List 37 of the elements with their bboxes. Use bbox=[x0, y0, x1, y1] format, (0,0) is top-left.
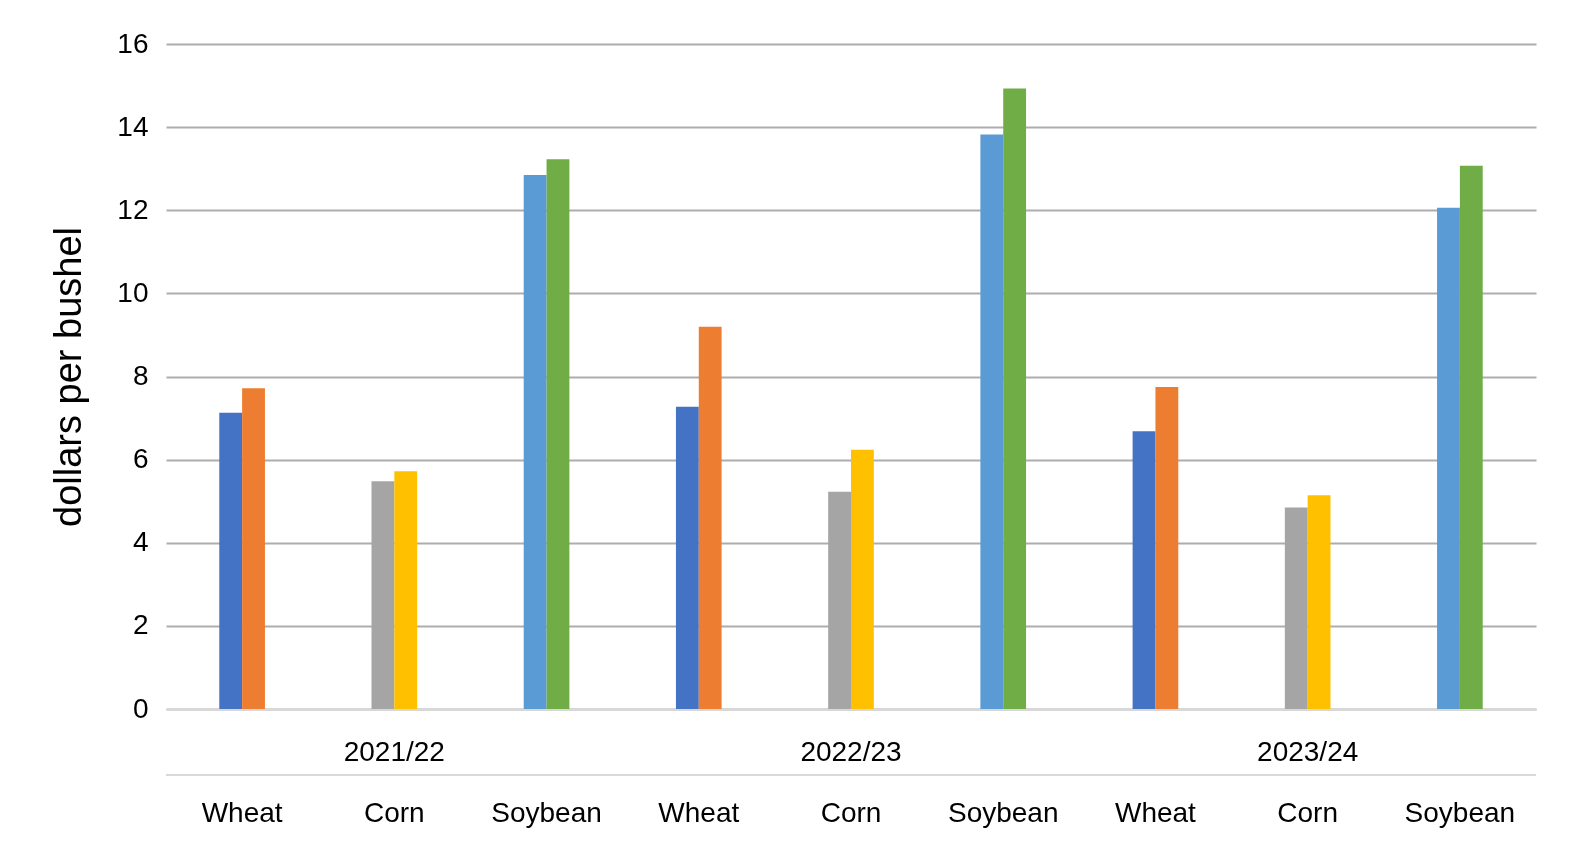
x-tick-label: Corn bbox=[363, 796, 425, 828]
y-tick-label: 8 bbox=[132, 360, 149, 391]
text: 2022/23 bbox=[800, 736, 902, 767]
bar bbox=[980, 134, 1004, 709]
bar bbox=[1459, 165, 1483, 709]
bar bbox=[1132, 431, 1156, 709]
text: 2021/22 bbox=[343, 736, 445, 767]
bar bbox=[698, 326, 722, 709]
y-axis-title: dollars per bushel bbox=[47, 227, 90, 527]
x-tick-label: Soybean bbox=[1404, 796, 1516, 828]
bar bbox=[1437, 207, 1460, 709]
y-tick-label: 10 bbox=[117, 276, 149, 308]
bar bbox=[1307, 495, 1331, 709]
x-tick-label: Wheat bbox=[201, 796, 283, 828]
y-tick-label: 4 bbox=[132, 526, 149, 558]
y-tick-label: 0 bbox=[132, 692, 149, 724]
bar bbox=[394, 471, 418, 709]
x-tick-label: Soybean bbox=[947, 796, 1059, 828]
x-tick-label: Corn bbox=[1277, 796, 1339, 828]
y-tick-label: 14 bbox=[117, 110, 149, 142]
bar bbox=[242, 388, 265, 709]
bar bbox=[675, 406, 699, 709]
bar bbox=[546, 159, 570, 709]
bar bbox=[1155, 386, 1179, 709]
x-tick-label: Wheat bbox=[658, 796, 740, 828]
y-tick-label: 2 bbox=[132, 609, 149, 641]
bar bbox=[1003, 88, 1027, 709]
x-tick-label: Soybean bbox=[491, 796, 602, 828]
y-tick-label: 12 bbox=[117, 193, 149, 225]
bar bbox=[523, 174, 547, 709]
bar bbox=[219, 412, 243, 709]
x-tick-label: Wheat bbox=[1114, 796, 1197, 828]
y-tick-label: 16 bbox=[117, 27, 149, 59]
y-tick-label: 6 bbox=[132, 443, 149, 475]
x-tick-label: Corn bbox=[820, 796, 882, 828]
bar bbox=[851, 449, 874, 709]
text: 2023/24 bbox=[1257, 736, 1359, 767]
